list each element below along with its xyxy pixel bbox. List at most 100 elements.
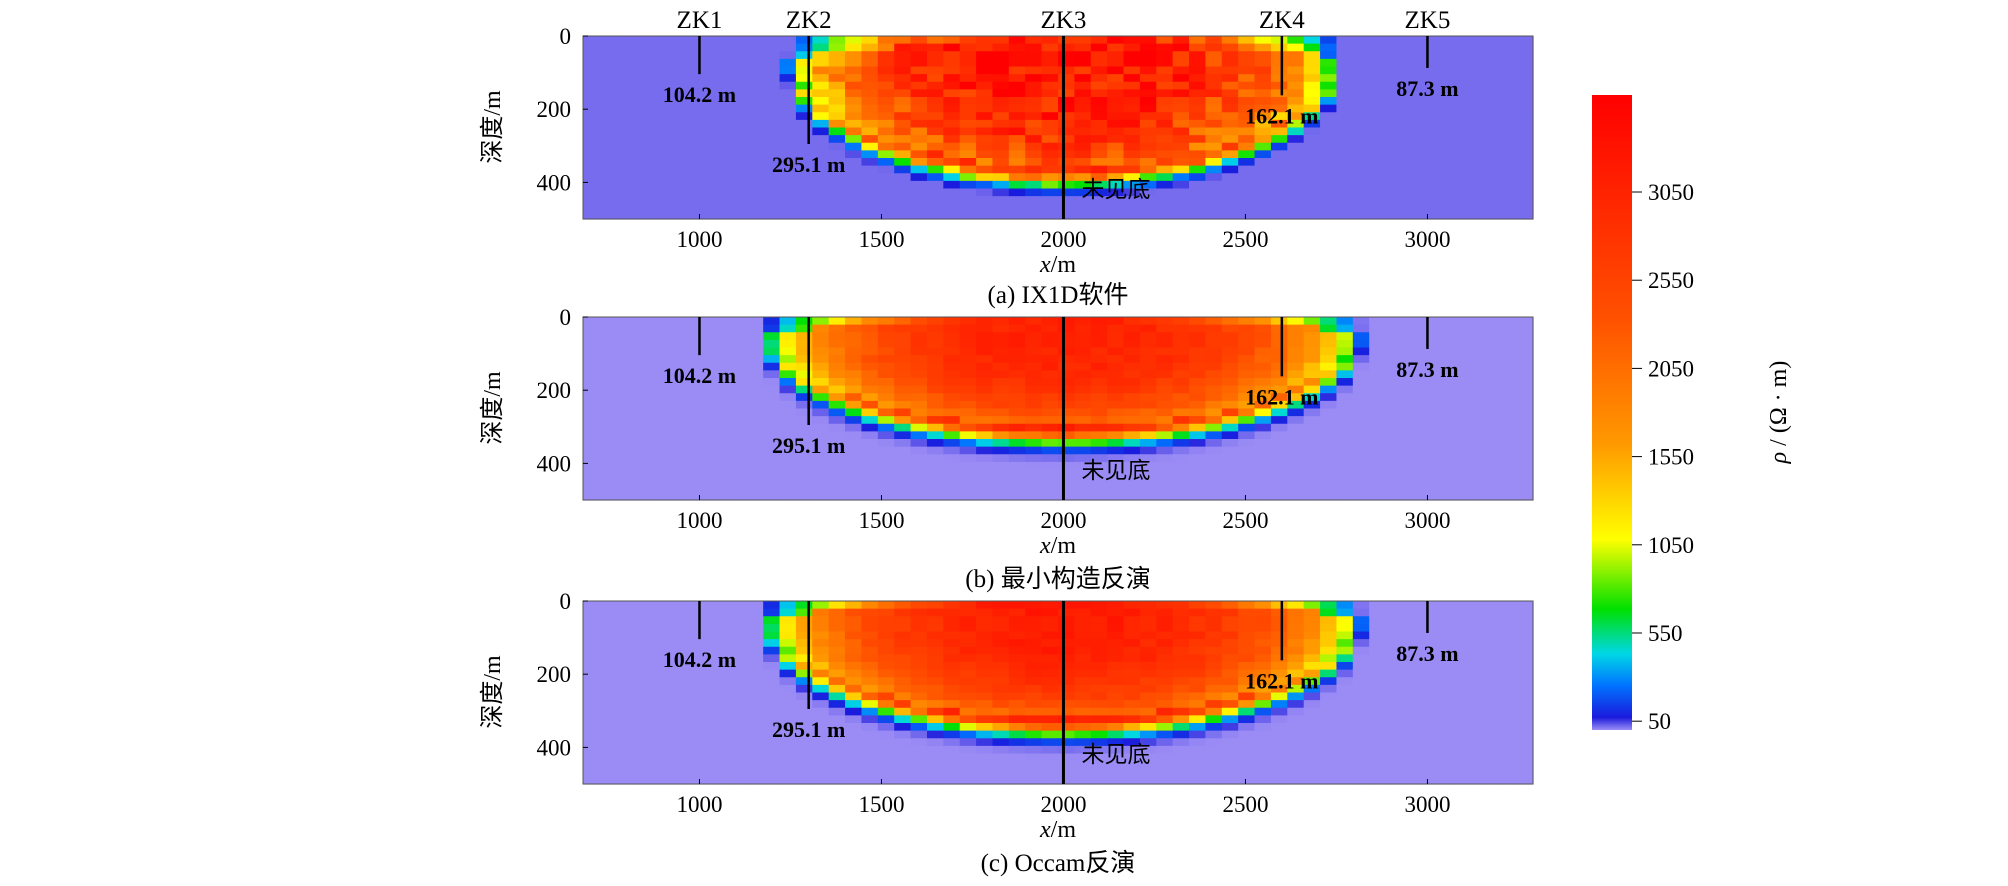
heatmap-cell xyxy=(1090,715,1108,724)
heatmap-cell xyxy=(845,646,863,655)
heatmap-cell xyxy=(943,332,961,341)
heatmap-cell xyxy=(1058,196,1075,205)
heatmap-cell xyxy=(1254,631,1272,640)
heatmap-cell xyxy=(1025,378,1043,387)
heatmap-cell xyxy=(1385,51,1403,60)
heatmap-cell xyxy=(1434,393,1452,402)
heatmap-cell xyxy=(1467,51,1485,60)
heatmap-cell xyxy=(992,707,1010,716)
heatmap-cell xyxy=(1090,623,1108,633)
heatmap-cell xyxy=(1483,738,1501,747)
heatmap-cell xyxy=(1221,104,1239,113)
heatmap-cell xyxy=(1303,723,1321,732)
heatmap-cell xyxy=(1041,74,1059,83)
heatmap-cell xyxy=(1139,623,1157,633)
heatmap-cell xyxy=(992,601,1010,610)
heatmap-cell xyxy=(1467,135,1485,144)
heatmap-cell xyxy=(1107,707,1125,716)
heatmap-cell xyxy=(1434,173,1452,182)
heatmap-cell xyxy=(1451,74,1469,83)
heatmap-cell xyxy=(861,165,879,174)
heatmap-cell xyxy=(1336,669,1354,678)
heatmap-cell xyxy=(1500,203,1518,212)
heatmap-cell xyxy=(632,454,650,463)
heatmap-cell xyxy=(1041,180,1059,190)
heatmap-cell xyxy=(615,461,633,471)
heatmap-cell xyxy=(714,188,732,197)
heatmap-cell xyxy=(648,66,666,75)
heatmap-cell xyxy=(1058,119,1075,129)
heatmap-cell xyxy=(1516,639,1534,648)
heatmap-cell xyxy=(1025,431,1043,440)
heatmap-cell xyxy=(1369,150,1387,159)
heatmap-cell xyxy=(1139,408,1157,417)
heatmap-cell xyxy=(1303,753,1321,762)
heatmap-cell xyxy=(1172,173,1190,182)
heatmap-cell xyxy=(1041,761,1059,770)
heatmap-cell xyxy=(1254,66,1272,75)
heatmap-cell xyxy=(1320,378,1338,387)
heatmap-cell xyxy=(976,416,994,425)
heatmap-cell xyxy=(1336,158,1354,167)
heatmap-cell xyxy=(583,112,600,121)
heatmap-cell xyxy=(1270,127,1288,136)
heatmap-cell xyxy=(1156,362,1174,371)
heatmap-cell xyxy=(632,393,650,402)
heatmap-cell xyxy=(1139,393,1157,402)
heatmap-cell xyxy=(1123,454,1141,463)
heatmap-cell xyxy=(1189,51,1207,60)
heatmap-cell xyxy=(1516,730,1534,739)
heatmap-cell xyxy=(1058,370,1075,379)
heatmap-cell xyxy=(697,180,715,190)
heatmap-cell xyxy=(1483,324,1501,333)
heatmap-cell xyxy=(583,324,600,333)
heatmap-cell xyxy=(1123,58,1141,68)
heatmap-cell xyxy=(1107,180,1125,190)
heatmap-cell xyxy=(681,684,699,694)
heatmap-cell xyxy=(1090,601,1108,610)
heatmap-cell xyxy=(861,400,879,410)
heatmap-cell xyxy=(910,196,928,205)
heatmap-cell xyxy=(877,684,895,694)
heatmap-cell xyxy=(615,81,633,90)
heatmap-cell xyxy=(1500,715,1518,724)
heatmap-cell xyxy=(992,715,1010,724)
heatmap-cell xyxy=(583,142,600,151)
heatmap-cell xyxy=(1254,639,1272,648)
heatmap-cell xyxy=(1516,66,1534,75)
heatmap-cell xyxy=(599,738,617,747)
heatmap-cell xyxy=(959,97,977,106)
heatmap-cell xyxy=(1008,738,1026,747)
heatmap-cell xyxy=(1238,768,1256,777)
heatmap-cell xyxy=(1320,112,1338,121)
heatmap-cell xyxy=(1008,484,1026,493)
heatmap-cell xyxy=(1516,112,1534,121)
heatmap-cell xyxy=(976,745,994,755)
heatmap-cell xyxy=(926,730,944,739)
heatmap-cell xyxy=(746,692,764,701)
heatmap-cell xyxy=(1058,43,1075,52)
heatmap-cell xyxy=(1467,669,1485,678)
heatmap-cell xyxy=(959,104,977,113)
heatmap-cell xyxy=(681,188,699,197)
heatmap-cell xyxy=(1156,97,1174,106)
heatmap-cell xyxy=(861,127,879,136)
heatmap-cell xyxy=(1172,408,1190,417)
heatmap-cell xyxy=(583,127,600,136)
heatmap-cell xyxy=(1352,654,1370,663)
heatmap-cell xyxy=(1467,188,1485,197)
heatmap-cell xyxy=(976,469,994,478)
heatmap-cell xyxy=(1336,196,1354,205)
heatmap-cell xyxy=(1041,753,1059,762)
heatmap-cell xyxy=(976,730,994,739)
heatmap-cell xyxy=(1320,97,1338,106)
heatmap-cell xyxy=(1205,631,1223,640)
heatmap-cell xyxy=(1434,36,1452,45)
heatmap-cell xyxy=(894,730,912,739)
heatmap-cell xyxy=(1172,639,1190,648)
heatmap-cell xyxy=(599,165,617,174)
heatmap-cell xyxy=(1254,768,1272,777)
heatmap-cell xyxy=(1336,654,1354,663)
heatmap-cell xyxy=(1238,469,1256,478)
heatmap-cell xyxy=(894,738,912,747)
